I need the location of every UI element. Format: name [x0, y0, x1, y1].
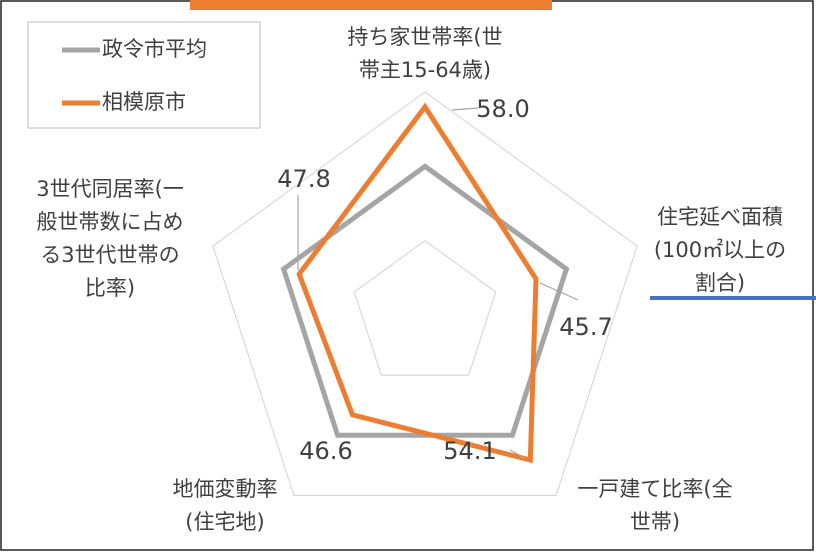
- grid-ring: [353, 239, 497, 376]
- data-label: 58.0: [476, 95, 529, 123]
- category-label-line: 世帯): [630, 510, 680, 534]
- radar-line: [296, 102, 539, 464]
- legend-label: 相模原市: [102, 90, 186, 114]
- decoration-bar: [190, 0, 552, 10]
- category-label-line: 3世代同居率(一: [36, 177, 184, 201]
- category-label: 一戸建て比率(全世帯): [577, 477, 732, 534]
- leader-line: [509, 449, 526, 459]
- category-label-line: 般世帯数に占め: [37, 210, 184, 234]
- category-label-line: 帯主15-64歳): [359, 58, 491, 82]
- category-label-line: (住宅地): [185, 510, 264, 534]
- category-label-line: (100㎡以上の: [654, 238, 786, 262]
- leader-line: [539, 282, 579, 301]
- grid-ring: [212, 91, 638, 497]
- legend-label: 政令市平均: [102, 37, 207, 61]
- category-label-line: 持ち家世帯率(世: [347, 25, 502, 49]
- category-label-line: 住宅延べ面積: [657, 205, 783, 229]
- marks: [280, 102, 570, 464]
- category-label: 3世代同居率(一般世帯数に占める3世代世帯の比率): [36, 177, 184, 300]
- category-label: 地価変動率 (住宅地): [173, 477, 278, 534]
- category-label-line: る3世代世帯の: [40, 243, 179, 267]
- category-label-line: 比率): [85, 276, 135, 300]
- leader-line: [451, 107, 479, 111]
- category-label-line: 地価変動率: [173, 477, 278, 501]
- data-label: 45.7: [559, 313, 612, 341]
- category-label: 持ち家世帯率(世帯主15-64歳): [347, 25, 502, 82]
- data-label: 46.6: [299, 437, 352, 465]
- legend-box: [27, 21, 261, 129]
- data-label: 54.1: [443, 437, 496, 465]
- category-label: 住宅延べ面積 (100㎡以上の割合): [654, 205, 786, 295]
- data-label: 47.8: [277, 165, 330, 193]
- category-label-line: 割合): [695, 271, 745, 295]
- category-label-line: 一戸建て比率(全: [577, 477, 732, 501]
- labels: 持ち家世帯率(世帯主15-64歳) 住宅延べ面積 (100㎡以上の割合) 一戸建て比率…: [36, 25, 786, 534]
